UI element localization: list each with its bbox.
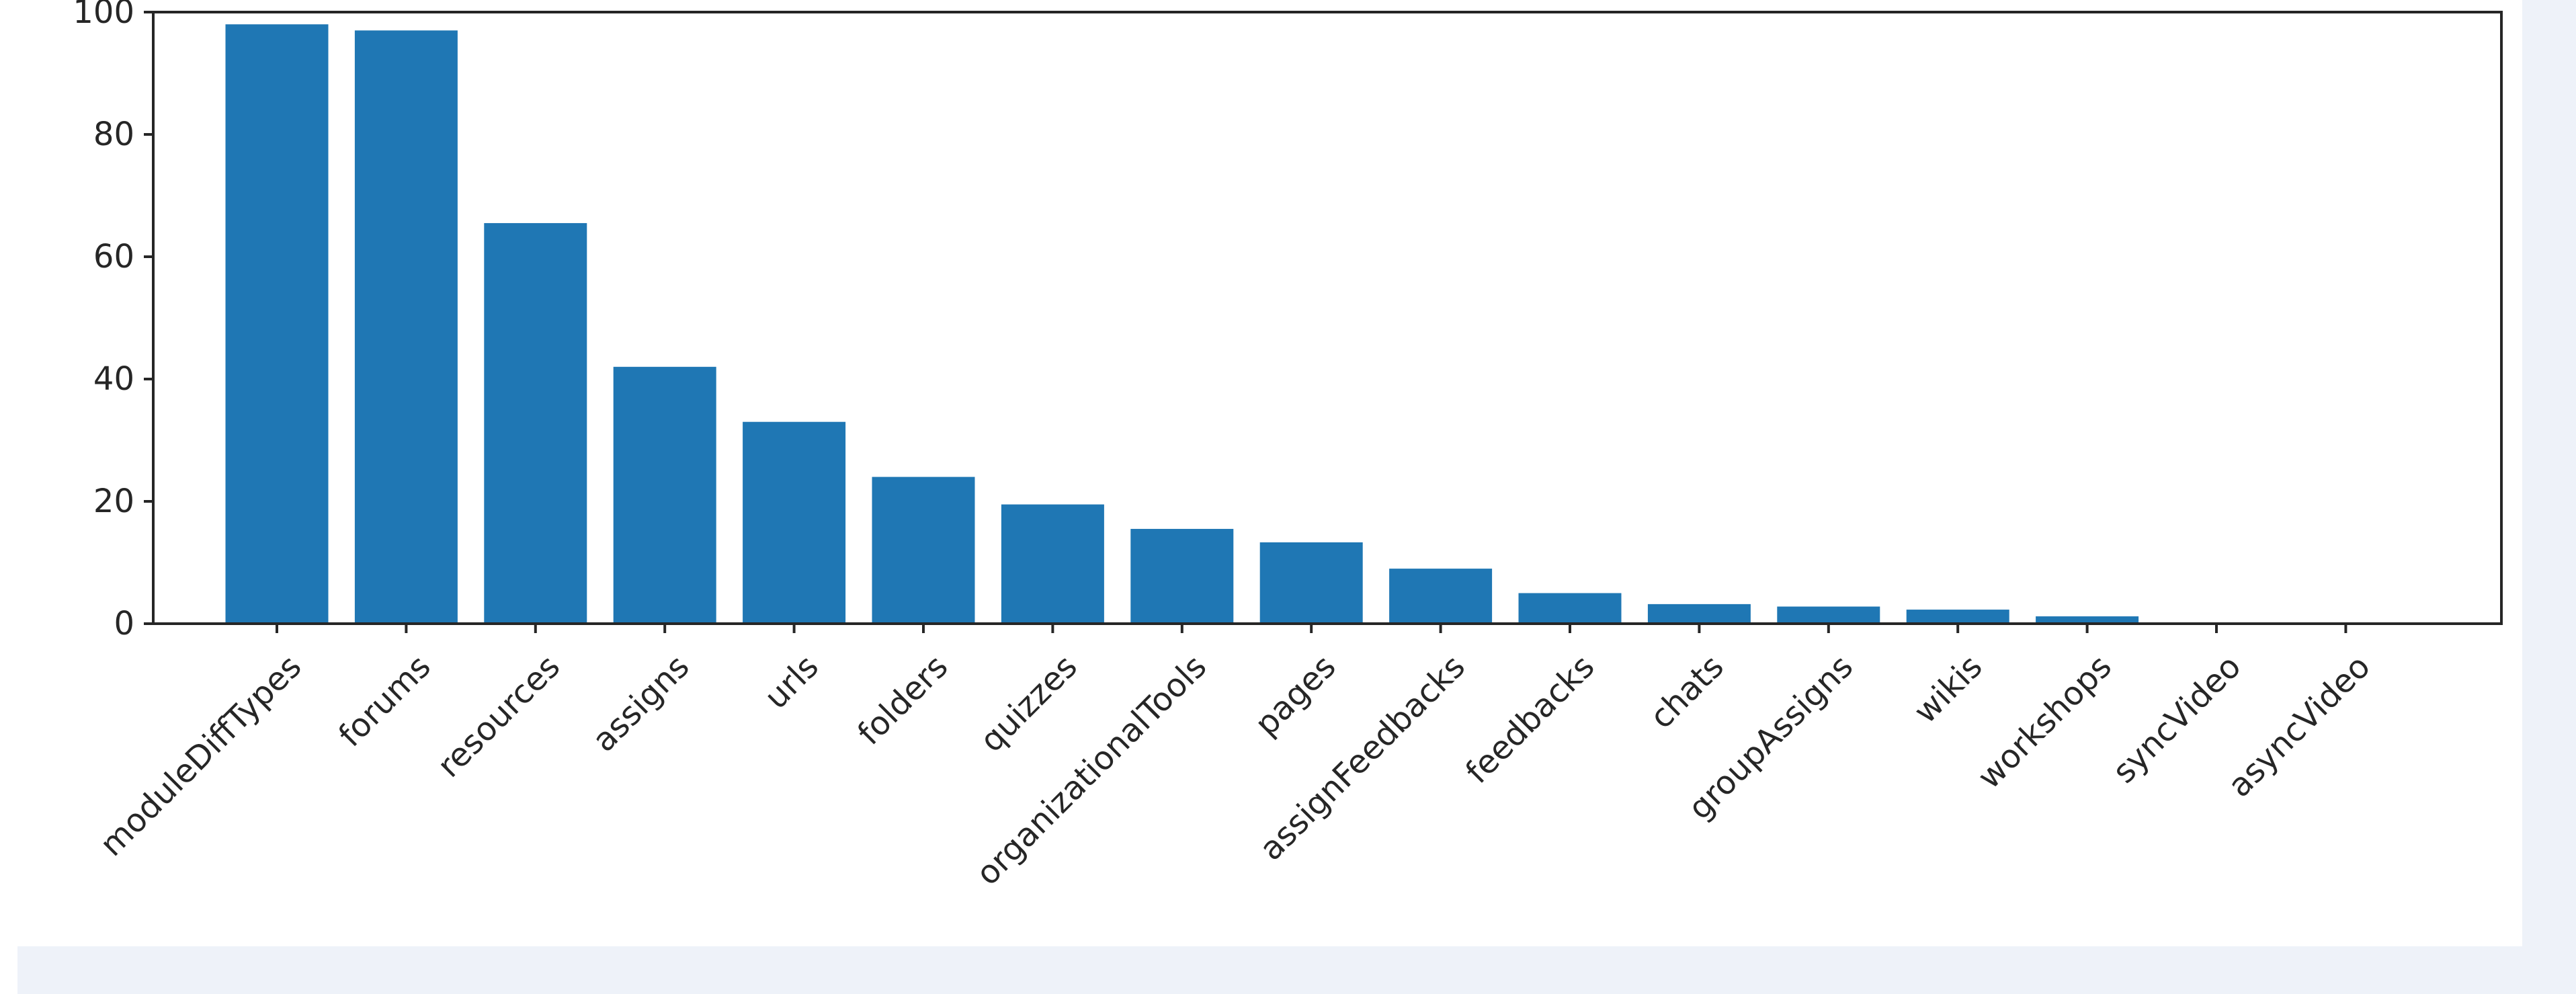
x-tick-label-forums: forums	[331, 648, 438, 755]
bar-folders	[872, 477, 975, 624]
x-tick-label-workshops: workshops	[1970, 648, 2119, 796]
bar-assigns	[613, 366, 716, 624]
y-tick-label-80: 80	[93, 116, 134, 153]
bar-organizational-tools	[1130, 528, 1234, 624]
x-tick-label-organizational-tools: organizationalTools	[969, 648, 1214, 893]
page-margin-bottom	[17, 946, 2576, 994]
y-axis-ticks: 0 20 40 60 80 100	[73, 0, 153, 643]
bars-layer	[225, 24, 2139, 624]
bar-resources	[484, 222, 587, 624]
bar-chats	[1647, 604, 1751, 624]
bar-workshops	[2036, 616, 2139, 624]
bar-assign-feedbacks	[1389, 569, 1493, 624]
x-tick-label-chats: chats	[1643, 648, 1731, 737]
plot-frame	[152, 11, 2503, 625]
page-margin-right	[2522, 0, 2576, 994]
bar-feedbacks	[1518, 593, 1622, 624]
y-tick-label-60: 60	[93, 238, 134, 276]
x-tick-label-sync-video: syncVideo	[2106, 648, 2249, 791]
bar-module-diff-types	[225, 24, 329, 624]
y-tick-label-100: 100	[73, 0, 134, 31]
y-tick-label-0: 0	[114, 605, 134, 643]
x-tick-label-pages: pages	[1248, 648, 1343, 743]
bar-quizzes	[1001, 504, 1104, 624]
y-tick-label-20: 20	[93, 483, 134, 520]
bar-pages	[1259, 542, 1363, 624]
bar-wikis	[1906, 610, 2009, 624]
bar-urls	[743, 421, 846, 624]
x-tick-label-wikis: wikis	[1907, 648, 1990, 731]
x-tick-label-assigns: assigns	[585, 648, 697, 759]
x-tick-label-quizzes: quizzes	[972, 648, 1084, 759]
bar-forums	[354, 30, 458, 624]
x-tick-label-module-diff-types: moduleDiffTypes	[93, 648, 308, 864]
x-tick-label-feedbacks: feedbacks	[1458, 648, 1602, 791]
bar-group-assigns	[1777, 606, 1880, 624]
x-tick-label-urls: urls	[757, 648, 826, 716]
y-tick-label-40: 40	[93, 360, 134, 398]
x-tick-label-resources: resources	[430, 648, 567, 785]
x-tick-label-folders: folders	[851, 648, 956, 753]
